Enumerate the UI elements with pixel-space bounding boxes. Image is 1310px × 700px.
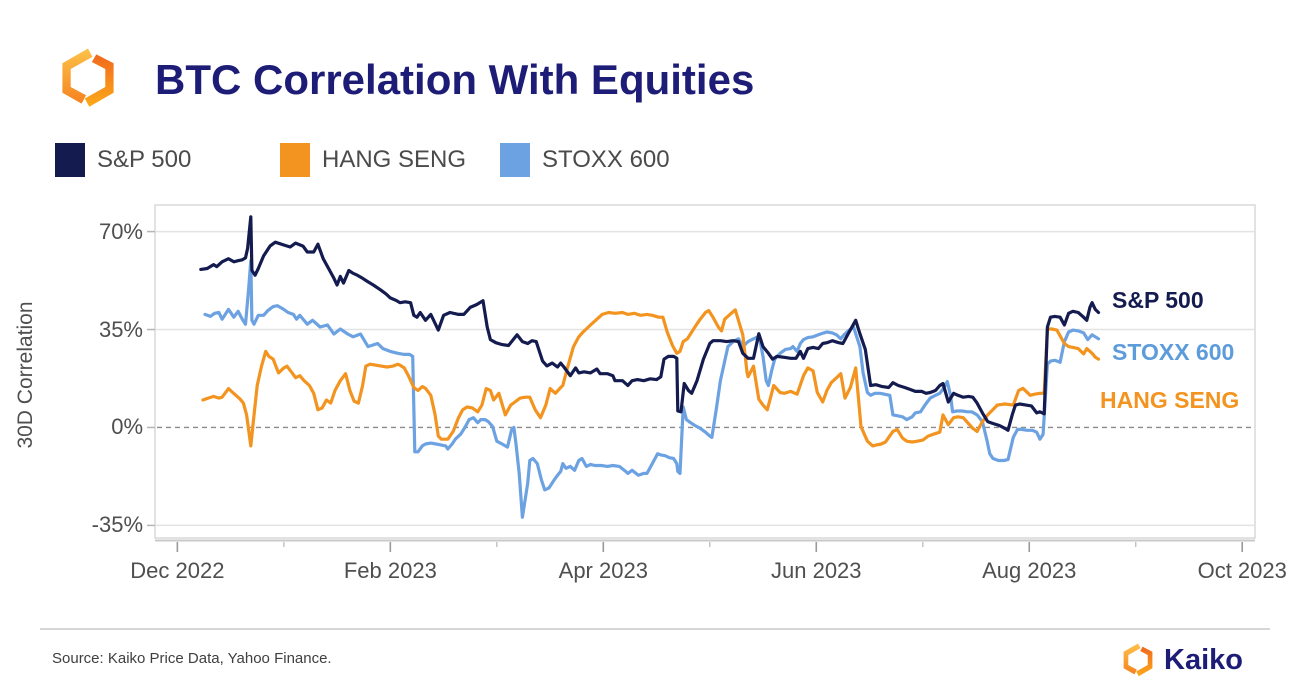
- source-note: Source: Kaiko Price Data, Yahoo Finance.: [52, 650, 332, 667]
- x-tick-label: Oct 2023: [1197, 558, 1287, 583]
- legend-swatch-stoxx600: [500, 143, 530, 177]
- footer-brand: Kaiko: [1120, 642, 1243, 678]
- footer-divider: [40, 628, 1270, 630]
- legend-item-hangseng: HANG SENG: [280, 142, 466, 178]
- legend-swatch-hangseng: [280, 143, 310, 177]
- y-tick-label: -35%: [91, 512, 143, 538]
- x-tick-label: Aug 2023: [982, 558, 1077, 583]
- series-line-hang-seng: [201, 308, 1101, 448]
- series-line-s-p-500: [199, 215, 1101, 432]
- legend-label-sp500: S&P 500: [97, 146, 192, 173]
- legend-item-sp500: S&P 500: [55, 142, 191, 178]
- legend-label-stoxx600: STOXX 600: [542, 146, 670, 173]
- kaiko-footer-icon: [1123, 643, 1153, 677]
- y-tick-label: 35%: [98, 316, 143, 342]
- plot-border: [154, 204, 1256, 539]
- y-tick-label: 0%: [111, 414, 143, 440]
- series-end-label-hangseng: HANG SENG: [1100, 387, 1240, 413]
- brand-wordmark: Kaiko: [1164, 643, 1243, 676]
- x-tick-label: Dec 2022: [130, 558, 225, 583]
- page-title: BTC Correlation With Equities: [155, 56, 755, 103]
- x-tick-label: Feb 2023: [343, 558, 437, 583]
- series-line-stoxx-600: [203, 259, 1101, 519]
- x-tick-label: Apr 2023: [558, 558, 648, 583]
- kaiko-logo-icon: [62, 48, 114, 107]
- legend-swatch-sp500: [55, 143, 85, 177]
- series-end-label-sp500: S&P 500: [1112, 287, 1204, 313]
- legend-item-stoxx600: STOXX 600: [500, 142, 670, 178]
- y-axis-title: 30D Correlation: [14, 301, 37, 449]
- y-tick-label: 70%: [98, 218, 143, 244]
- series-end-label-stoxx600: STOXX 600: [1112, 339, 1235, 365]
- x-tick-label: Jun 2023: [771, 558, 862, 583]
- legend-label-hangseng: HANG SENG: [322, 146, 467, 173]
